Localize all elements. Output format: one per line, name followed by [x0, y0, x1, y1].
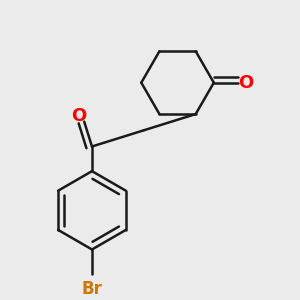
Text: O: O [71, 107, 87, 125]
Text: Br: Br [82, 280, 102, 298]
Text: O: O [238, 74, 254, 92]
